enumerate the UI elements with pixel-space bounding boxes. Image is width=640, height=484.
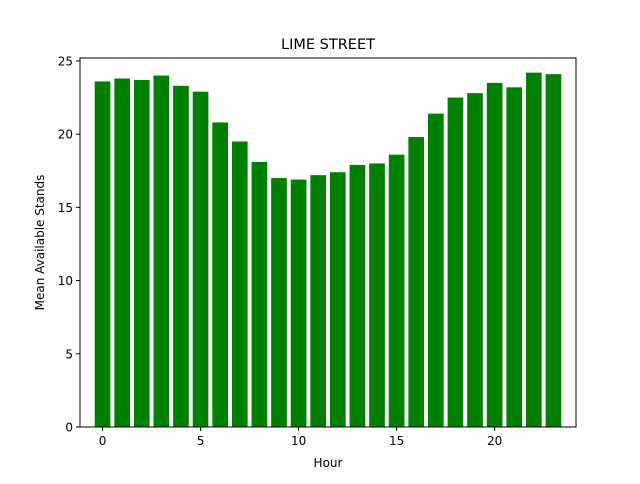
bar-hour-22	[526, 72, 542, 427]
bar-hour-12	[329, 172, 346, 427]
bar-hour-18	[447, 97, 464, 427]
x-tick-label-15: 15	[389, 434, 404, 448]
y-tick-label-25: 25	[58, 54, 73, 68]
bar-group	[94, 72, 562, 428]
bar-hour-16	[408, 137, 425, 427]
bar-hour-17	[427, 113, 444, 427]
y-tick-label-15: 15	[58, 201, 73, 215]
bar-hour-14	[369, 163, 385, 427]
x-tick-label-10: 10	[291, 434, 306, 448]
x-tick-label-5: 5	[197, 434, 205, 448]
y-tick-label-10: 10	[58, 274, 73, 288]
bar-hour-13	[349, 164, 366, 427]
bar-hour-7	[231, 141, 248, 427]
bar-hour-4	[173, 85, 189, 427]
bar-hour-1	[114, 78, 130, 427]
bar-hour-0	[94, 81, 111, 428]
y-tick-label-20: 20	[58, 128, 73, 142]
y-tick-label-5: 5	[65, 347, 73, 361]
chart-title: LIME STREET	[281, 37, 375, 53]
bar-hour-3	[153, 75, 170, 427]
y-tick-label-0: 0	[65, 421, 73, 435]
bar-hour-20	[486, 82, 503, 427]
y-axis-label: Mean Available Stands	[33, 175, 47, 311]
bar-hour-23	[545, 74, 562, 428]
x-axis: 0 5 10 15 20	[99, 427, 502, 448]
bar-hour-6	[212, 122, 229, 428]
bar-hour-11	[310, 175, 327, 427]
bar-hour-9	[271, 178, 287, 427]
y-axis: 0 5 10 15 20 25	[58, 54, 80, 435]
bar-hour-15	[388, 154, 405, 427]
bar-hour-2	[133, 79, 150, 428]
bar-hour-10	[290, 179, 307, 427]
bar-hour-21	[506, 87, 523, 427]
bar-hour-8	[251, 161, 268, 427]
bar-hour-19	[467, 93, 483, 427]
x-tick-label-0: 0	[99, 434, 107, 448]
x-axis-label: Hour	[314, 456, 343, 470]
bar-hour-5	[192, 91, 209, 428]
plot-frame	[79, 57, 577, 428]
x-tick-label-20: 20	[487, 434, 502, 448]
